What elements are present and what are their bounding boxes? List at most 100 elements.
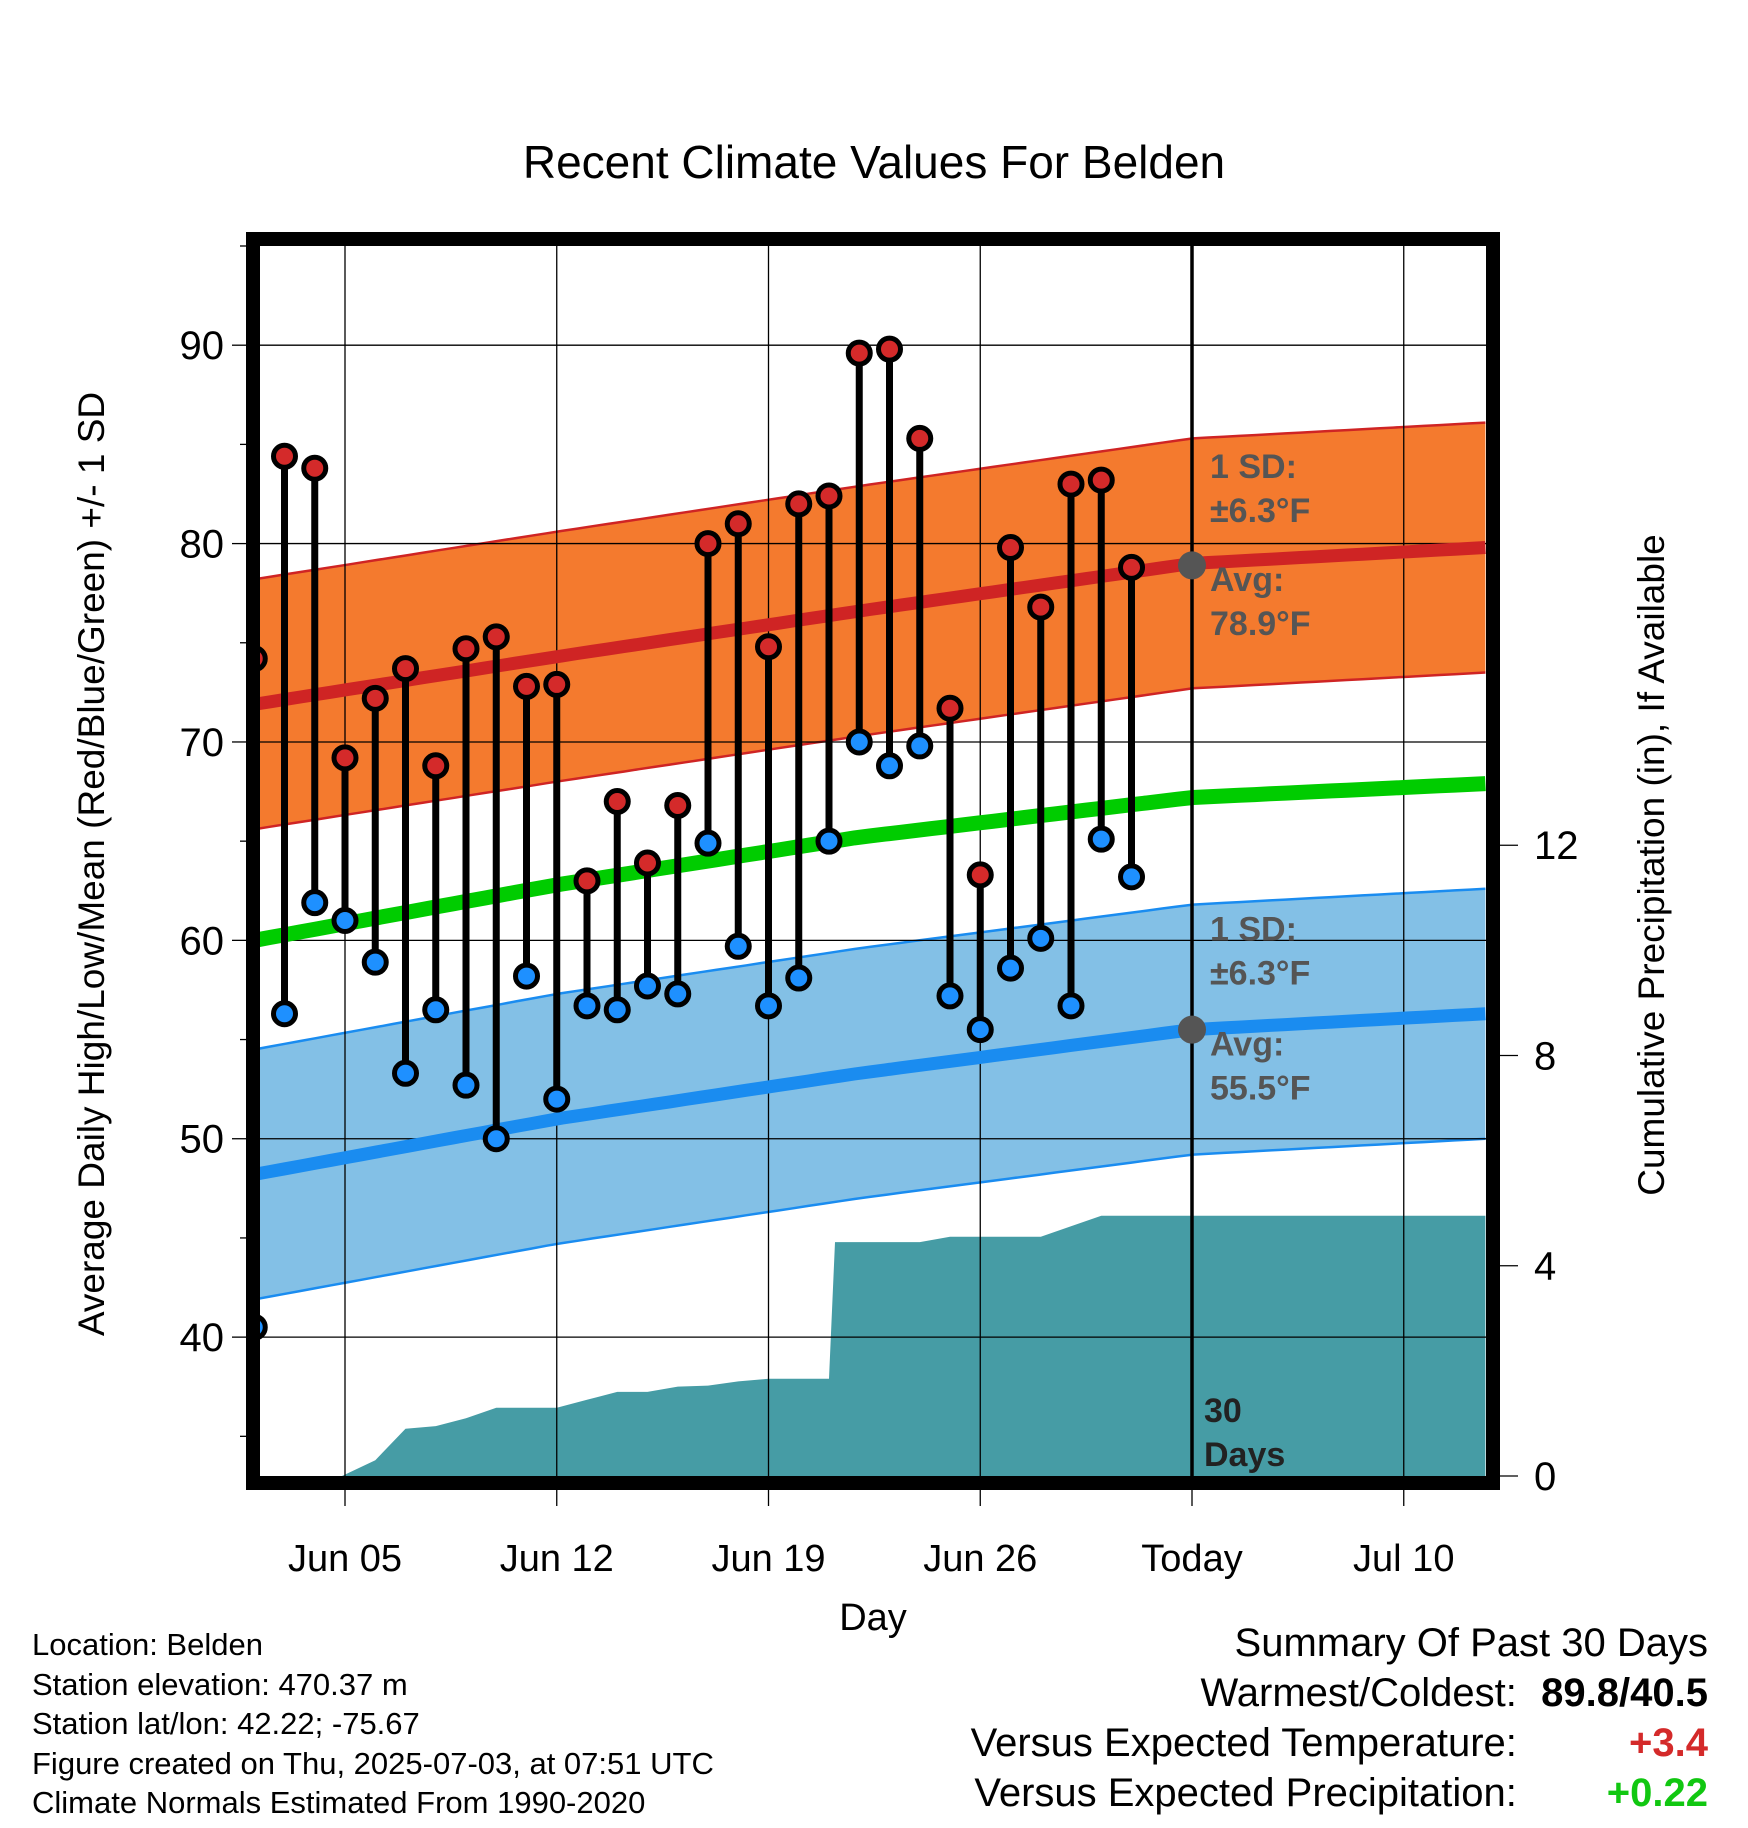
high-point [815, 482, 843, 510]
low-point [966, 1016, 994, 1044]
high-avg-label-line-1: 78.9°F [1210, 605, 1311, 643]
summary-precipitation: Versus Expected Precipitation: +0.22 [971, 1768, 1708, 1818]
precip-area [342, 1215, 1486, 1476]
high-band-upper [260, 421, 1486, 580]
low-point [1151, 0, 1173, 11]
low-point [634, 972, 661, 1000]
left-axis-label: Average Daily High/Low/Mean (Red/Blue/Gr… [71, 392, 112, 1336]
temp-label: Versus Expected Temperature: [970, 1721, 1517, 1765]
right-tick-label-12: 12 [1534, 824, 1579, 868]
low-point [876, 752, 903, 780]
high-point [361, 684, 389, 712]
left-tick-label-50: 50 [180, 1118, 225, 1162]
high-point [664, 791, 692, 819]
low-sd-label-line-1: ±6.3°F [1210, 954, 1310, 992]
chart-title: Recent Climate Values For Belden [523, 136, 1225, 188]
summary-title: Summary Of Past 30 Days [1234, 1621, 1708, 1665]
high-point [936, 694, 964, 722]
low-point [361, 948, 389, 976]
high-point [1151, 0, 1173, 11]
low-point [452, 1071, 480, 1099]
low-point [1087, 825, 1115, 853]
warm-cold-label: Warmest/Coldest: [1200, 1671, 1517, 1715]
latlon-text: Station lat/lon: 42.22; -75.67 [32, 1706, 420, 1741]
window-label-line-0: 30 [1204, 1392, 1242, 1430]
low-point [845, 728, 873, 756]
low-sd-label-line-0: 1 SD: [1210, 910, 1297, 948]
window-label-line-1: Days [1204, 1436, 1285, 1474]
low-point [1057, 992, 1085, 1020]
high-point [422, 752, 450, 780]
high-point [1027, 593, 1055, 621]
low-point [906, 732, 934, 760]
normals-text: Climate Normals Estimated From 1990-2020 [32, 1785, 646, 1820]
high-sd-label-line-1: ±6.3°F [1210, 492, 1310, 530]
high-point [1118, 553, 1145, 581]
high-point [603, 787, 631, 815]
summary-warm-cold: Warmest/Coldest: 89.8/40.5 [971, 1668, 1709, 1718]
x-axis-label: Day [839, 1597, 907, 1639]
right-tick-label-4: 4 [1534, 1245, 1556, 1289]
low-point [755, 992, 782, 1020]
plot-area: 1 SD: ±6.3°F Avg: 78.9°F 1 SD: ±6.3°F Avg: 55.5… [260, 0, 1486, 1476]
summary-panel: Summary Of Past 30 Days Warmest/Coldest:… [971, 1618, 1708, 1818]
precip-label: Versus Expected Precipitation: [974, 1771, 1517, 1815]
high-point [301, 454, 329, 482]
low-avg-label-line-0: Avg: [1210, 1025, 1284, 1063]
high-point [906, 424, 934, 452]
high-point [331, 744, 359, 772]
temp-value: +3.4 [1629, 1721, 1708, 1765]
x-tick-label-4: Today [1141, 1538, 1242, 1580]
location-text: Location: Belden [32, 1627, 263, 1662]
x-tick-label-2: Jun 19 [711, 1538, 825, 1580]
left-tick-label-80: 80 [180, 523, 225, 567]
low-point [694, 829, 722, 857]
elevation-text: Station elevation: 470.37 m [32, 1666, 408, 1702]
today-high-avg-marker [1178, 551, 1206, 580]
right-axis-label: Cumulative Precipitation (in), If Availa… [1631, 534, 1672, 1196]
precip-value: +0.22 [1606, 1771, 1708, 1815]
low-point [815, 827, 843, 855]
low-avg-label-line-1: 55.5°F [1210, 1069, 1311, 1107]
high-point [452, 635, 480, 663]
low-point [724, 932, 752, 960]
high-point [876, 335, 903, 363]
normal-mean-line [260, 776, 1486, 947]
high-point [513, 672, 540, 700]
low-point [301, 889, 329, 917]
high-point [845, 339, 873, 367]
high-avg-label-line-0: Avg: [1210, 561, 1284, 599]
high-sd-band [260, 422, 1486, 829]
high-point [966, 861, 994, 889]
low-band-lower [260, 1137, 1486, 1300]
high-point [392, 655, 419, 683]
left-tick-label-90: 90 [180, 324, 225, 368]
x-tick-label-1: Jun 12 [500, 1538, 614, 1580]
low-point [603, 996, 631, 1024]
low-point [664, 980, 692, 1008]
left-tick-label-40: 40 [180, 1316, 225, 1360]
low-point [513, 962, 540, 990]
right-tick-label-0: 0 [1534, 1455, 1556, 1499]
x-tick-label-5: Jul 10 [1353, 1538, 1454, 1580]
low-point [936, 982, 964, 1010]
today-low-avg-marker [1178, 1015, 1206, 1044]
low-point [422, 996, 450, 1024]
normal-high-line [260, 541, 1486, 710]
x-tick-label-0: Jun 05 [288, 1538, 402, 1580]
low-point [271, 1000, 298, 1028]
low-point [331, 907, 359, 935]
x-tick-label-3: Jun 26 [923, 1538, 1037, 1580]
high-point [260, 646, 268, 671]
left-tick-label-70: 70 [180, 721, 225, 765]
high-point [482, 623, 510, 651]
high-point [785, 490, 813, 518]
high-point [543, 670, 571, 698]
high-point [997, 534, 1024, 562]
created-text: Figure created on Thu, 2025-07-03, at 07… [32, 1745, 714, 1781]
high-point [271, 442, 298, 470]
high-point [755, 633, 782, 661]
low-point [997, 954, 1024, 982]
right-tick-label-8: 8 [1534, 1034, 1556, 1078]
